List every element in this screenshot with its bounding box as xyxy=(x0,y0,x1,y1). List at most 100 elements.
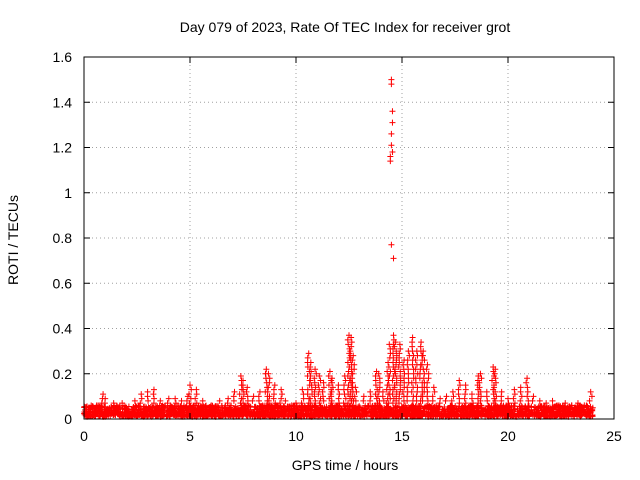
data-point xyxy=(425,375,432,382)
data-point xyxy=(192,395,199,402)
baseline-point xyxy=(277,404,284,411)
baseline-point xyxy=(522,405,529,412)
baseline-point xyxy=(270,408,277,415)
baseline-point xyxy=(243,407,250,414)
data-point xyxy=(240,400,247,407)
baseline-point xyxy=(460,404,467,411)
data-point xyxy=(231,388,238,395)
data-point xyxy=(431,388,438,395)
data-point xyxy=(298,400,305,407)
data-point xyxy=(484,397,491,404)
baseline-point xyxy=(101,410,108,417)
baseline-point xyxy=(482,410,489,417)
data-point xyxy=(529,397,536,404)
data-point xyxy=(345,341,352,348)
data-point xyxy=(510,395,517,402)
data-point xyxy=(549,397,556,404)
data-point xyxy=(172,395,179,402)
baseline-point xyxy=(541,409,548,416)
baseline-point xyxy=(409,405,416,412)
data-point xyxy=(256,388,263,395)
baseline-point xyxy=(190,406,197,413)
data-point xyxy=(224,400,231,407)
data-point xyxy=(325,382,332,389)
data-point xyxy=(266,402,273,409)
data-point xyxy=(387,158,394,165)
baseline-point xyxy=(445,408,452,415)
data-points xyxy=(81,76,596,420)
data-point xyxy=(249,397,256,404)
data-point xyxy=(164,400,171,407)
data-point xyxy=(325,373,332,380)
baseline-point xyxy=(359,406,366,413)
baseline-point xyxy=(389,409,396,416)
baseline-point xyxy=(349,406,356,413)
data-point xyxy=(574,400,581,407)
baseline-point xyxy=(158,410,165,417)
data-point xyxy=(491,370,498,377)
baseline-point xyxy=(257,403,264,410)
baseline-point xyxy=(532,404,539,411)
data-point xyxy=(278,386,285,393)
baseline-point xyxy=(371,408,378,415)
data-point xyxy=(419,397,426,404)
data-point xyxy=(225,395,232,402)
data-point xyxy=(456,377,463,384)
baseline-point xyxy=(332,406,339,413)
baseline-point xyxy=(166,410,173,417)
baseline-point xyxy=(202,412,209,419)
baseline-point xyxy=(450,410,457,417)
data-point xyxy=(392,370,399,377)
data-point xyxy=(350,402,357,409)
data-point xyxy=(315,391,322,398)
data-point xyxy=(138,395,145,402)
data-point xyxy=(388,241,395,248)
baseline-point xyxy=(336,408,343,415)
data-point xyxy=(263,366,270,373)
data-point xyxy=(414,388,421,395)
data-point xyxy=(587,388,594,395)
data-point xyxy=(448,397,455,404)
data-point xyxy=(412,357,419,364)
data-point xyxy=(470,400,477,407)
baseline-point xyxy=(478,412,485,419)
data-point xyxy=(589,404,596,411)
y-tick-label: 0.4 xyxy=(53,321,73,337)
x-tick-label: 15 xyxy=(394,428,410,444)
baseline-point xyxy=(509,407,516,414)
data-point xyxy=(178,397,185,404)
baseline-point xyxy=(187,403,194,410)
data-point xyxy=(404,361,411,368)
data-point xyxy=(389,149,396,156)
data-point xyxy=(389,400,396,407)
baseline-point xyxy=(459,411,466,418)
baseline-point xyxy=(368,412,375,419)
data-point xyxy=(188,386,195,393)
data-point xyxy=(568,402,575,409)
data-point xyxy=(288,402,295,409)
baseline-point xyxy=(382,408,389,415)
data-point xyxy=(276,400,283,407)
baseline-point xyxy=(191,411,198,418)
data-point xyxy=(279,391,286,398)
data-point xyxy=(423,384,430,391)
data-point xyxy=(421,357,428,364)
baseline-point xyxy=(105,406,112,413)
data-point xyxy=(335,386,342,393)
x-tick-label: 10 xyxy=(288,428,304,444)
baseline-point xyxy=(587,412,594,419)
baseline-point xyxy=(557,412,564,419)
data-point xyxy=(491,384,498,391)
baseline-point xyxy=(114,403,121,410)
data-point xyxy=(523,379,530,386)
data-point xyxy=(131,397,138,404)
data-point xyxy=(489,377,496,384)
data-point xyxy=(424,402,431,409)
data-point xyxy=(393,348,400,355)
data-point xyxy=(278,395,285,402)
baseline-point xyxy=(365,403,372,410)
baseline-point xyxy=(421,404,428,411)
axes: 0 5 10 15 20 25 0 0.2 0.4 0.6 0.8 1 1.2 1.4 1.6 xyxy=(53,49,622,444)
data-point xyxy=(409,334,416,341)
